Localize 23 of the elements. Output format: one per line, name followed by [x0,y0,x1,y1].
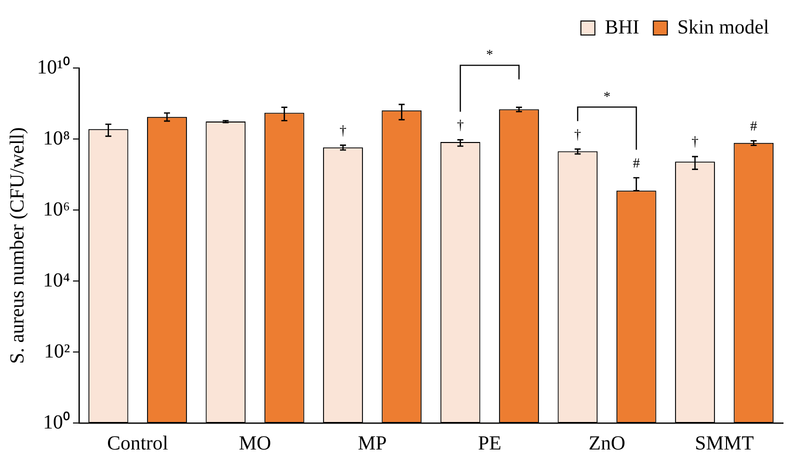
data-label: # [632,156,640,172]
x-tick-label: MO [238,432,272,454]
y-tick-label: 10¹⁰ [36,55,70,78]
legend-label: Skin model [677,16,770,38]
y-tick-label: 10⁴ [43,269,70,292]
data-label: † [456,118,464,134]
x-tick-label: Control [107,432,169,454]
y-tick-label: 10² [44,340,70,362]
x-tick-label: SMMT [694,432,754,454]
text: * [486,48,494,64]
data-label: † [692,135,698,150]
x-tick-label: MP [358,432,387,454]
annotation: * [604,90,610,105]
legend-label: BHI [604,16,640,38]
data-label: # [750,119,758,134]
y-tick-label: 10⁰ [42,410,70,434]
y-axis-title: S. aureus number (CFU/well) [6,127,28,364]
y-tick-label: 10⁶ [43,198,70,220]
data-label: † [574,128,582,143]
x-tick-label: ZnO [588,432,626,454]
data-label: † [340,124,346,139]
x-tick-label: PE [478,432,502,454]
y-tick-label: 10⁸ [43,127,70,150]
